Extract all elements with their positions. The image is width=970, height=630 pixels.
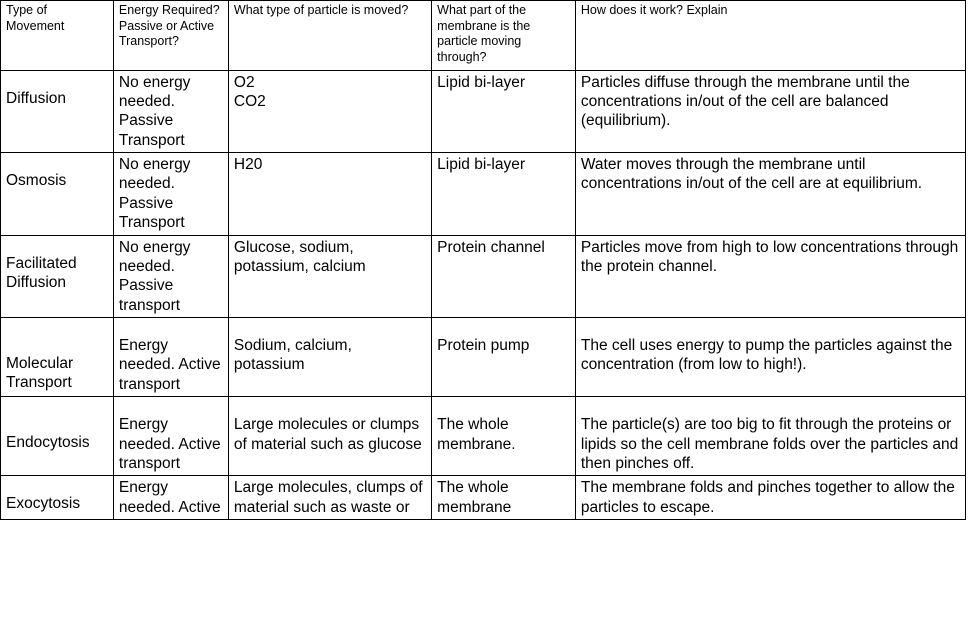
cell-explain: The particle(s) are too big to fit throu… [575, 397, 965, 476]
table-row: Osmosis No energy needed. Passive Transp… [1, 153, 966, 236]
cell-particle: Sodium, calcium, potassium [228, 318, 431, 397]
cell-energy: No energy needed. Passive Transport [113, 70, 228, 153]
cell-explain: Water moves through the membrane until c… [575, 153, 965, 236]
col-header-explain: How does it work? Explain [575, 1, 965, 71]
cell-particle: O2CO2 [228, 70, 431, 153]
cell-energy: No energy needed. Passive Transport [113, 153, 228, 236]
cell-explain: The membrane folds and pinches together … [575, 476, 965, 520]
cell-particle: Glucose, sodium, potassium, calcium [228, 235, 431, 318]
cell-membrane: The whole membrane [432, 476, 576, 520]
cell-membrane: The whole membrane. [432, 397, 576, 476]
cell-explain: The cell uses energy to pump the particl… [575, 318, 965, 397]
table-row: Exocytosis Energy needed. Active Large m… [1, 476, 966, 520]
cell-type: Facilitated Diffusion [1, 235, 114, 318]
cell-particle: Large molecules, clumps of material such… [228, 476, 431, 520]
col-header-particle: What type of particle is moved? [228, 1, 431, 71]
transport-table: Type of Movement Energy Required? Passiv… [0, 0, 966, 520]
cell-energy: Energy needed. Active [113, 476, 228, 520]
cell-type: Molecular Transport [1, 318, 114, 397]
table-header-row: Type of Movement Energy Required? Passiv… [1, 1, 966, 71]
col-header-energy: Energy Required? Passive or Active Trans… [113, 1, 228, 71]
cell-particle: Large molecules or clumps of material su… [228, 397, 431, 476]
cell-type: Osmosis [1, 153, 114, 236]
cell-membrane: Lipid bi-layer [432, 70, 576, 153]
cell-explain: Particles diffuse through the membrane u… [575, 70, 965, 153]
cell-type: Exocytosis [1, 476, 114, 520]
cell-type: Diffusion [1, 70, 114, 153]
cell-energy: Energy needed. Active transport [113, 318, 228, 397]
cell-explain: Particles move from high to low concentr… [575, 235, 965, 318]
cell-membrane: Protein channel [432, 235, 576, 318]
table-row: Molecular Transport Energy needed. Activ… [1, 318, 966, 397]
col-header-type: Type of Movement [1, 1, 114, 71]
cell-energy: Energy needed. Active transport [113, 397, 228, 476]
table-row: Facilitated Diffusion No energy needed. … [1, 235, 966, 318]
table-row: Endocytosis Energy needed. Active transp… [1, 397, 966, 476]
table-row: Diffusion No energy needed. Passive Tran… [1, 70, 966, 153]
cell-particle: H20 [228, 153, 431, 236]
cell-energy: No energy needed. Passive transport [113, 235, 228, 318]
col-header-membrane: What part of the membrane is the particl… [432, 1, 576, 71]
cell-type: Endocytosis [1, 397, 114, 476]
cell-membrane: Lipid bi-layer [432, 153, 576, 236]
cell-membrane: Protein pump [432, 318, 576, 397]
